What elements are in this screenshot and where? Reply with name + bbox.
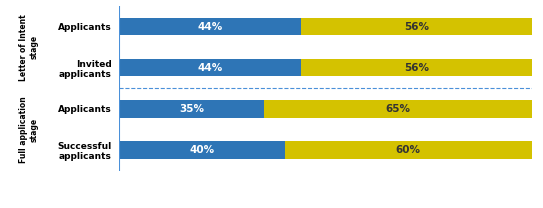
Bar <box>119 59 532 77</box>
Bar <box>119 18 301 35</box>
Bar <box>119 100 264 118</box>
Text: Letter of Intent
stage: Letter of Intent stage <box>19 14 39 81</box>
Bar <box>119 18 532 35</box>
Text: 35%: 35% <box>179 104 204 114</box>
Bar <box>301 59 532 77</box>
Bar <box>119 100 532 118</box>
Text: 44%: 44% <box>198 22 223 32</box>
Text: 65%: 65% <box>386 104 411 114</box>
Text: 56%: 56% <box>404 22 429 32</box>
Bar <box>119 141 285 159</box>
Text: 60%: 60% <box>396 145 421 155</box>
Bar <box>301 18 532 35</box>
Bar <box>264 100 532 118</box>
Text: 44%: 44% <box>198 63 223 73</box>
Bar <box>285 141 532 159</box>
Bar <box>119 59 301 77</box>
Bar <box>119 141 532 159</box>
Text: 40%: 40% <box>190 145 214 155</box>
Text: Full application
stage: Full application stage <box>19 96 39 163</box>
Text: 56%: 56% <box>404 63 429 73</box>
